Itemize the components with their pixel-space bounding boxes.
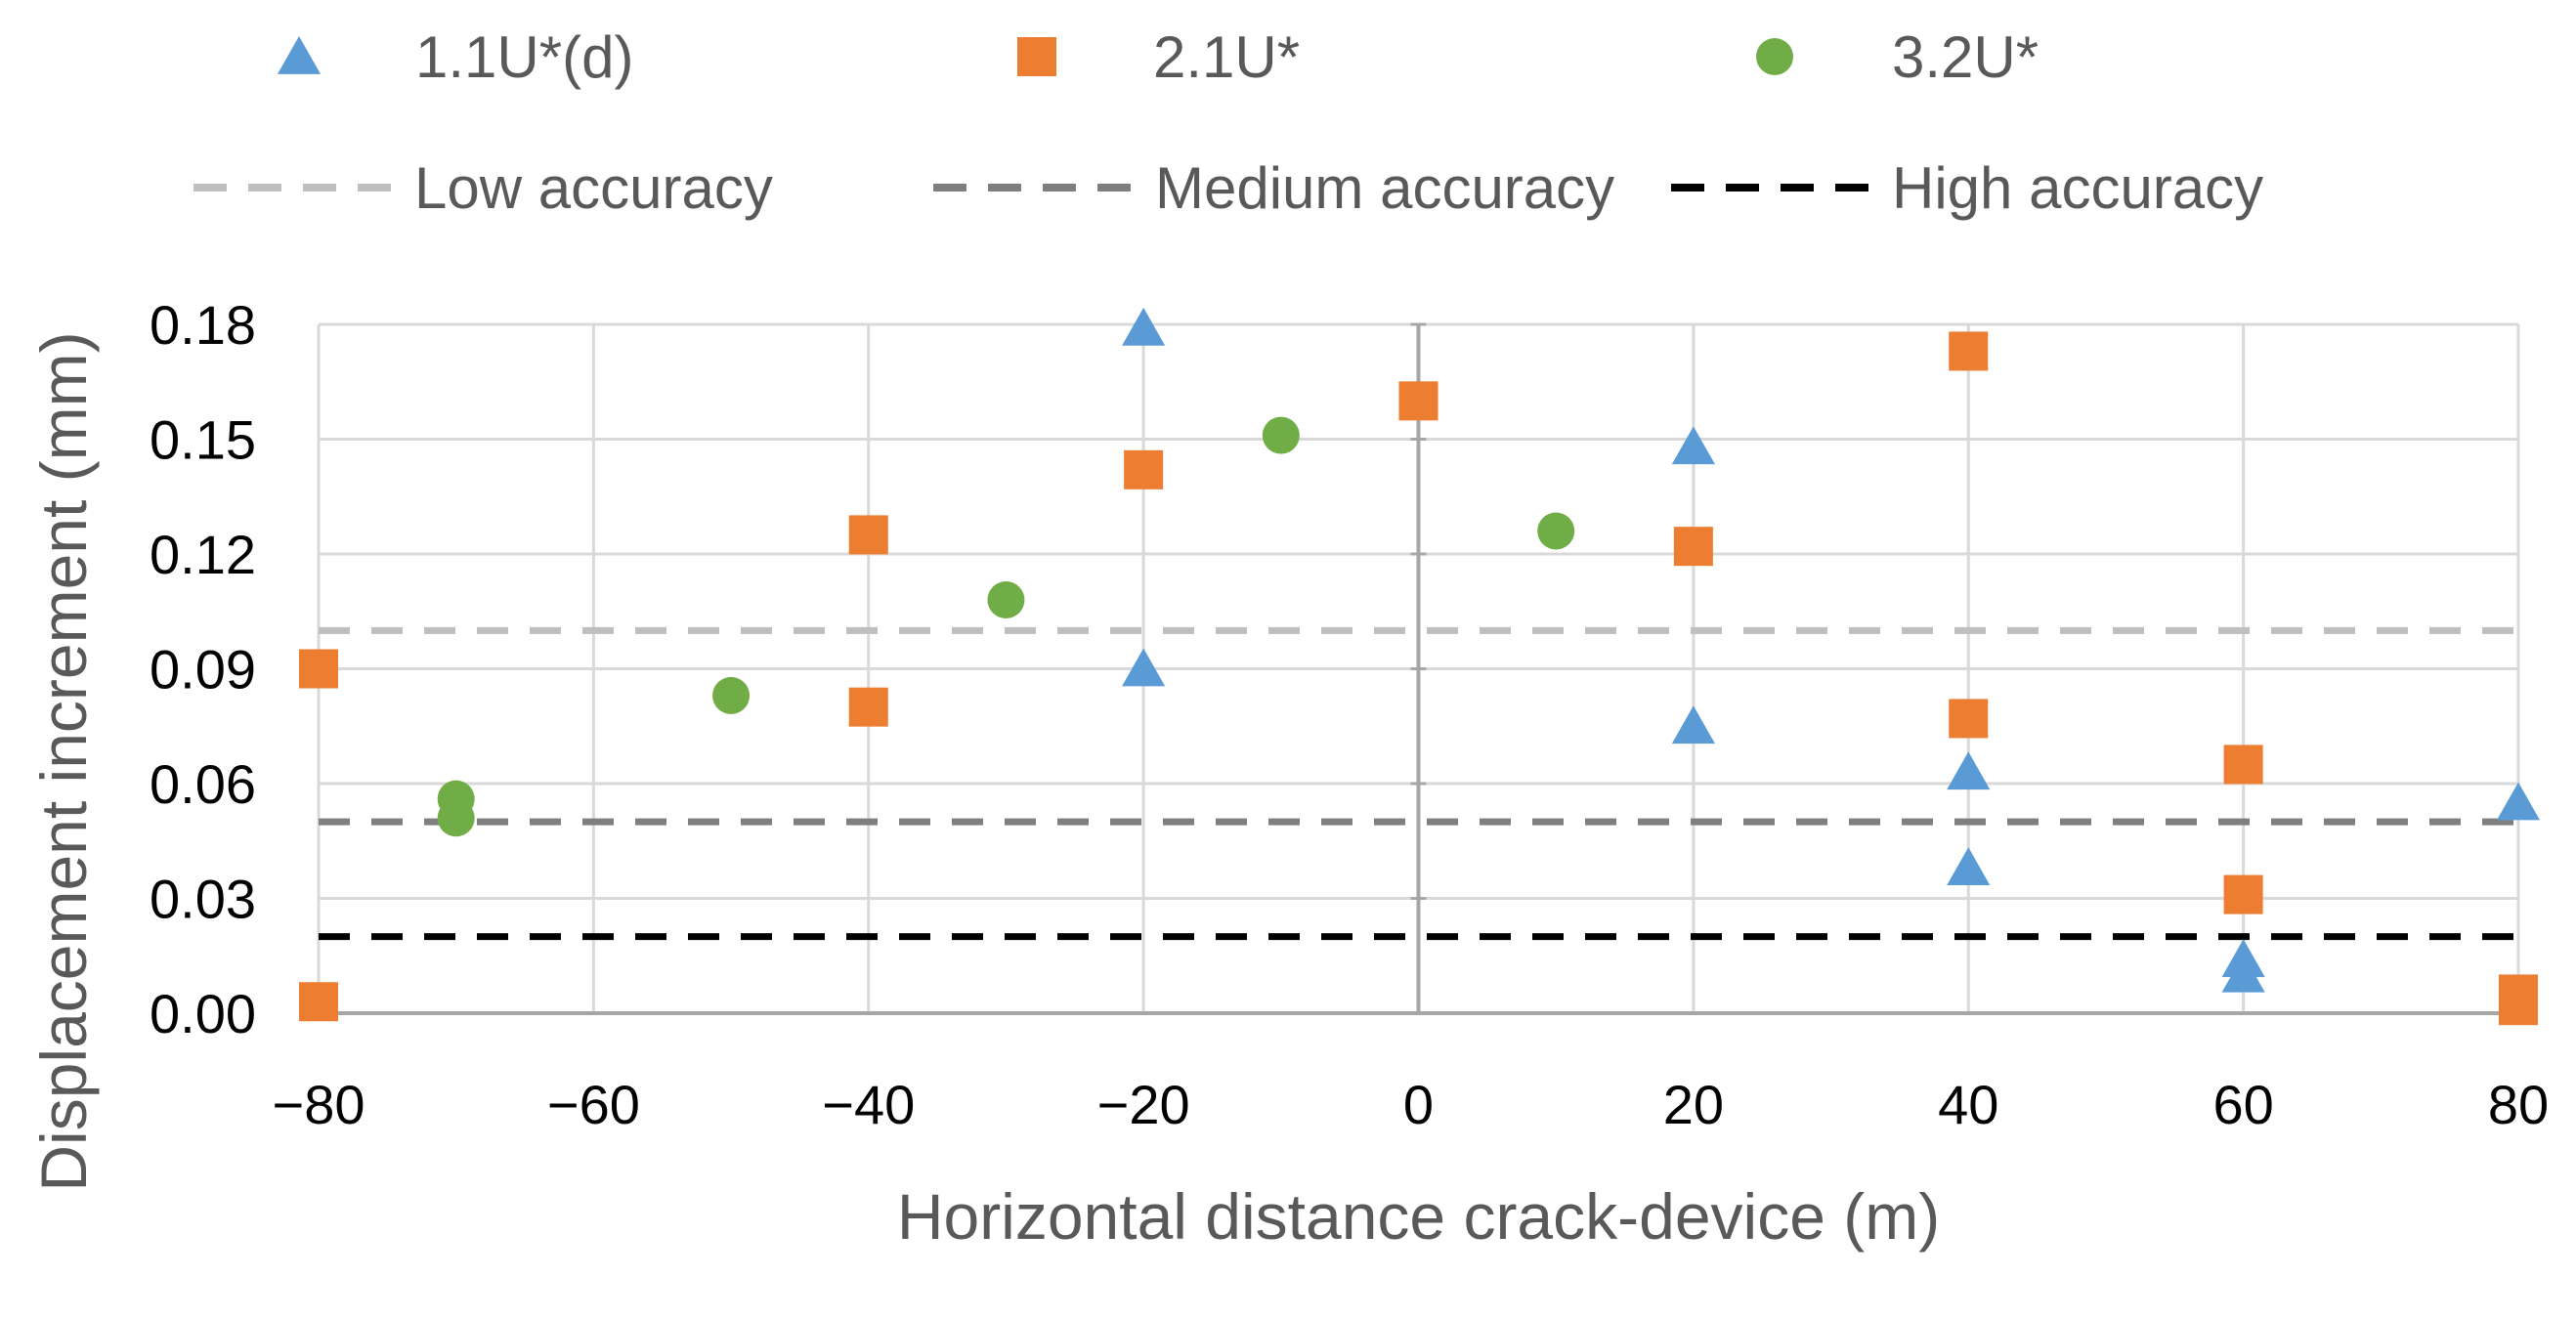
x-tick-label: 80 (2488, 1074, 2549, 1135)
grid (317, 322, 2520, 1015)
square-point (299, 649, 338, 689)
square-point (1124, 449, 1164, 489)
circle-point (987, 581, 1025, 618)
y-tick-label: 0.00 (150, 983, 256, 1044)
x-tick-label: −60 (547, 1074, 640, 1135)
legend-label: High accuracy (1892, 155, 2263, 221)
triangle-point (1122, 648, 1166, 687)
circle-legend-icon (1756, 38, 1793, 75)
triangle-point (1947, 751, 1991, 790)
legend-label: 1.1U*(d) (415, 24, 633, 90)
square-legend-icon (1017, 37, 1056, 76)
x-tick-label: 60 (2212, 1074, 2273, 1135)
square-point (848, 687, 888, 727)
y-tick-label: 0.03 (150, 869, 256, 930)
x-tick-label: 40 (1938, 1074, 1998, 1135)
square-point (848, 515, 888, 555)
data-points (299, 307, 2541, 1026)
square-point (1398, 381, 1438, 421)
x-tick-label: 0 (1403, 1074, 1434, 1135)
triangle-point (1947, 847, 1991, 886)
y-tick-label: 0.09 (150, 639, 256, 701)
y-axis-title: Displacement increment (mm) (27, 331, 100, 1191)
square-point (2223, 745, 2263, 785)
triangle-point (1671, 705, 1715, 745)
y-tick-label: 0.18 (150, 294, 256, 356)
legend-label: 2.1U* (1153, 24, 1300, 90)
triangle-point (1671, 426, 1715, 465)
legend-label: Low accuracy (414, 155, 773, 221)
x-tick-label: −20 (1097, 1074, 1190, 1135)
legend: 1.1U*(d) 2.1U* 3.2U* Low accuracy Medium acc… (193, 24, 2263, 221)
square-point (1673, 527, 1713, 567)
circle-point (712, 676, 751, 714)
triangle-point (2221, 954, 2265, 993)
y-tick-label: 0.12 (150, 524, 256, 585)
legend-label: 3.2U* (1892, 24, 2039, 90)
y-tick-label: 0.06 (150, 753, 256, 815)
square-point (1949, 331, 1989, 371)
square-point (299, 982, 338, 1022)
triangle-point (1122, 307, 1166, 346)
y-tick-label: 0.15 (150, 409, 256, 471)
tick-labels: −80 −60 −40 −20 0 20 40 60 80 0.00 0.03 0.06 0.09 0.1… (150, 294, 2549, 1135)
triangle-point (2496, 782, 2541, 821)
triangle-legend-icon (277, 36, 322, 74)
x-tick-label: −80 (273, 1074, 365, 1135)
legend-label: Medium accuracy (1155, 155, 1614, 221)
square-point (2223, 874, 2263, 915)
square-point (1949, 699, 1989, 739)
circle-point (437, 799, 475, 837)
square-point (2499, 986, 2538, 1026)
circle-point (1262, 416, 1300, 454)
x-tick-label: 20 (1663, 1074, 1724, 1135)
circle-point (1537, 512, 1575, 550)
x-axis-title: Horizontal distance crack-device (m) (897, 1180, 1940, 1253)
x-tick-label: −40 (822, 1074, 915, 1135)
